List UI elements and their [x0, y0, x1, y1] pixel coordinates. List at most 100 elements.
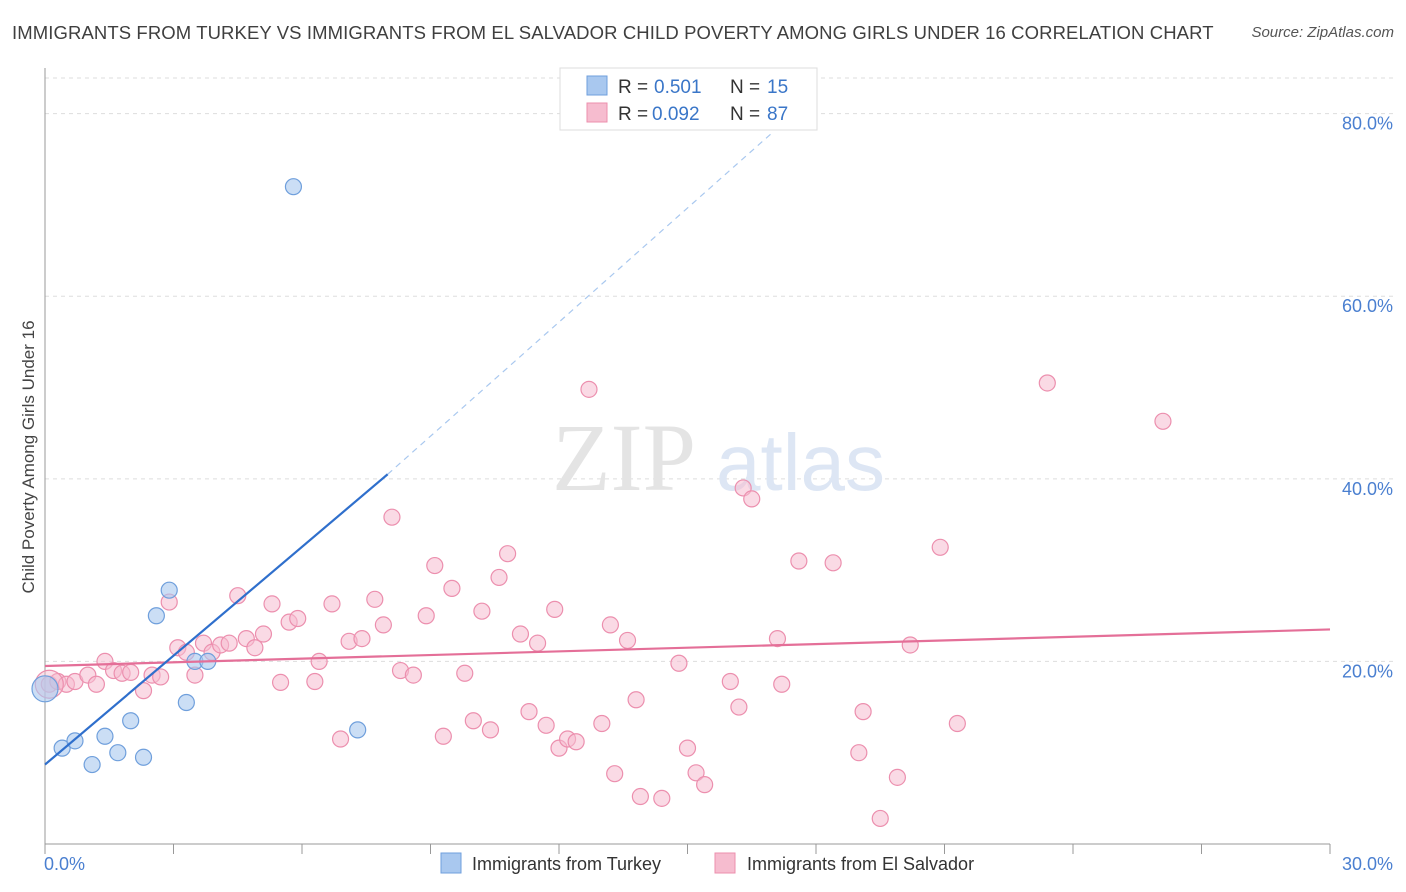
- legend-n-label-turkey: N =: [730, 77, 760, 98]
- salvador-point: [289, 609, 307, 628]
- x-tick-label-min: 0.0%: [44, 854, 85, 874]
- salvador-point: [134, 682, 153, 700]
- salvador-point: [790, 552, 808, 570]
- salvador-point: [473, 602, 491, 620]
- salvador-point: [366, 590, 384, 608]
- y-tick-labels: 20.0% 40.0% 60.0% 80.0%: [1342, 114, 1393, 682]
- salvador-point: [353, 629, 371, 648]
- salvador-point: [850, 744, 868, 762]
- salvador-point: [271, 673, 290, 692]
- legend-r-value-turkey: 0.501: [654, 77, 702, 98]
- salvador-point: [901, 636, 919, 654]
- turkey-points: [31, 178, 367, 774]
- salvador-point: [323, 595, 341, 613]
- salvador-point: [678, 739, 697, 757]
- y-tick-label: 80.0%: [1342, 114, 1393, 134]
- bottom-legend: Immigrants from Turkey Immigrants from E…: [440, 852, 974, 874]
- salvador-point: [670, 654, 688, 672]
- salvador-point: [546, 600, 564, 618]
- salvador-point: [417, 607, 435, 625]
- bottom-legend-label-turkey: Immigrants from Turkey: [472, 854, 661, 874]
- salvador-point: [824, 554, 842, 572]
- salvador-points: [34, 374, 1172, 828]
- salvador-point: [948, 714, 966, 733]
- salvador-point: [1038, 374, 1056, 392]
- legend-r-value-salvador: 0.092: [652, 104, 700, 125]
- salvador-point: [537, 716, 555, 734]
- salvador-point: [730, 698, 748, 716]
- salvador-point: [481, 721, 500, 739]
- legend-r-label-salvador: R =: [618, 104, 648, 125]
- turkey-point: [96, 727, 114, 745]
- salvador-point: [931, 538, 949, 556]
- salvador-point: [331, 730, 350, 748]
- salvador-point: [511, 625, 530, 643]
- watermark: ZIP atlas: [552, 404, 885, 511]
- y-tick-label: 40.0%: [1342, 479, 1393, 499]
- legend-n-value-salvador: 87: [767, 104, 788, 125]
- salvador-point: [490, 568, 508, 587]
- source-label: Source: ZipAtlas.com: [1251, 24, 1394, 41]
- salvador-point: [593, 714, 611, 733]
- salvador-point: [696, 776, 714, 794]
- salvador-point: [220, 634, 238, 652]
- salvador-point: [306, 672, 324, 691]
- y-tick-label: 20.0%: [1342, 661, 1393, 681]
- salvador-point: [627, 691, 645, 709]
- turkey-point: [147, 607, 165, 625]
- turkey-point: [177, 693, 195, 712]
- x-ticks: [44, 844, 1331, 854]
- salvador-point: [528, 634, 547, 652]
- salvador-trendline: [44, 628, 1331, 668]
- x-tick-label-max: 30.0%: [1342, 854, 1393, 874]
- salvador-point: [246, 639, 264, 657]
- legend-swatch-turkey: [586, 75, 608, 96]
- salvador-point: [631, 787, 649, 806]
- salvador-point: [404, 666, 422, 684]
- legend-swatch-salvador: [586, 102, 608, 123]
- salvador-point: [499, 545, 517, 563]
- salvador-point: [653, 789, 671, 807]
- turkey-point: [122, 712, 140, 730]
- turkey-trendline: [44, 473, 389, 766]
- salvador-point: [383, 508, 401, 526]
- turkey-trendline-extension: [387, 131, 774, 475]
- salvador-point: [426, 556, 444, 575]
- trendlines: [44, 131, 1331, 766]
- salvador-point: [601, 616, 620, 634]
- salvador-point: [871, 809, 889, 828]
- salvador-point: [606, 765, 624, 783]
- turkey-point: [109, 744, 127, 762]
- salvador-point: [520, 703, 538, 721]
- salvador-point: [374, 616, 392, 634]
- bottom-legend-swatch-turkey: [440, 852, 462, 874]
- salvador-point: [456, 664, 474, 682]
- salvador-point: [443, 579, 461, 597]
- salvador-point: [310, 652, 328, 671]
- legend: R = 0.501 N = 15 R = 0.092 N = 87: [559, 67, 818, 131]
- turkey-point: [83, 755, 101, 774]
- salvador-point: [464, 712, 482, 730]
- salvador-point: [687, 764, 705, 782]
- turkey-point: [284, 178, 303, 196]
- salvador-point: [152, 668, 170, 686]
- bottom-legend-label-salvador: Immigrants from El Salvador: [747, 854, 974, 874]
- salvador-point: [743, 490, 761, 508]
- turkey-point: [160, 581, 178, 599]
- turkey-point: [31, 675, 59, 703]
- salvador-point: [254, 625, 273, 643]
- salvador-point: [854, 703, 872, 721]
- y-tick-label: 60.0%: [1342, 296, 1393, 316]
- salvador-point: [87, 675, 106, 693]
- y-axis-label: Child Poverty Among Girls Under 16: [19, 320, 38, 593]
- legend-n-label-salvador: N =: [730, 104, 760, 125]
- chart-title: IMMIGRANTS FROM TURKEY VS IMMIGRANTS FRO…: [12, 22, 1214, 43]
- salvador-point: [434, 727, 452, 745]
- salvador-point: [1154, 412, 1172, 430]
- turkey-point: [349, 721, 367, 739]
- salvador-point: [773, 675, 791, 693]
- legend-n-value-turkey: 15: [767, 77, 788, 98]
- legend-r-label-turkey: R =: [618, 77, 648, 98]
- salvador-point: [567, 733, 585, 751]
